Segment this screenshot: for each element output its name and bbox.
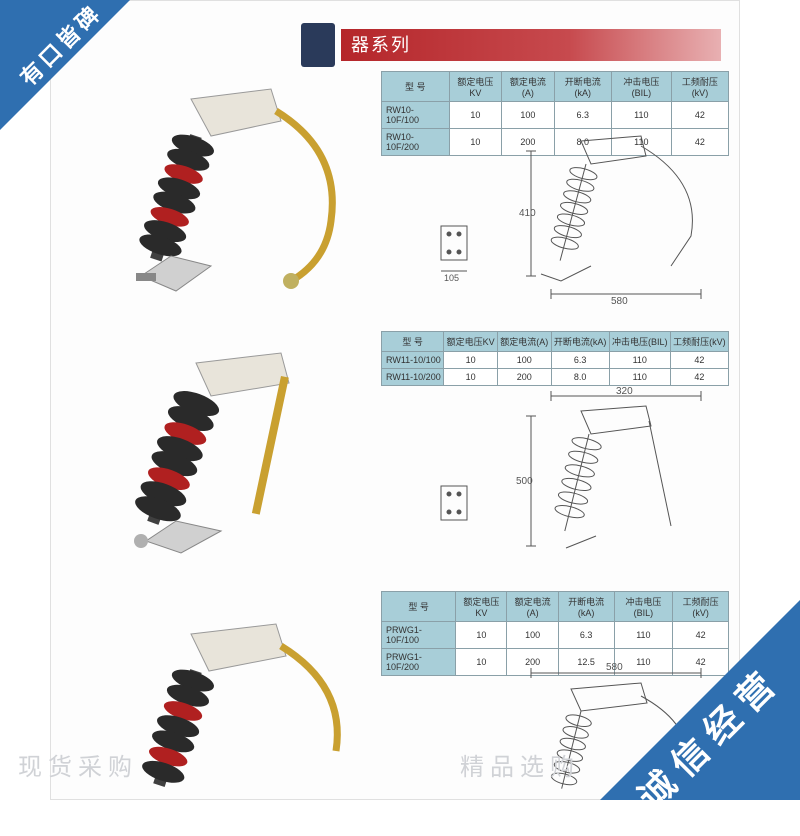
th-bil: 冲击电压(BIL) [611, 72, 671, 102]
dimension-diagram-1: 410 580 105 [381, 126, 729, 306]
dim-width: 580 [611, 296, 628, 306]
badge-bottom-right: 诚信经营 [600, 600, 800, 800]
dim-width: 320 [616, 386, 633, 397]
th-kv: 额定电压KV [449, 72, 502, 102]
th-a: 额定电流(A) [502, 72, 555, 102]
th-wp: 工频耐压(kV) [671, 72, 728, 102]
product-photo-3 [81, 601, 381, 836]
watermark-bottom-left: 现货采购 [18, 747, 138, 782]
badge-top-left: 有口皆碑 [0, 0, 130, 130]
dim-depth: 105 [444, 273, 459, 283]
dim-height: 410 [519, 208, 536, 219]
table-row: RW11-10/100 10 100 6.3 110 42 [382, 352, 729, 369]
dimension-diagram-2: 320 500 [381, 386, 729, 566]
product-section-2: 型 号 额定电压KV 额定电流(A) 开断电流(kA) 冲击电压(BIL) 工频… [51, 331, 739, 581]
spec-table-2: 型 号 额定电压KV 额定电流(A) 开断电流(kA) 冲击电压(BIL) 工频… [381, 331, 729, 386]
product-section-1: 型 号 额定电压KV 额定电流(A) 开断电流(kA) 冲击电压(BIL) 工频… [51, 71, 739, 321]
dim-height: 500 [516, 476, 533, 487]
watermark-bottom-right: 精品选购 [460, 747, 580, 782]
product-photo-2 [81, 341, 381, 576]
table-row: RW10-10F/100 10 100 6.3 110 42 [382, 102, 729, 129]
th-model: 型 号 [382, 72, 450, 102]
table-row: RW11-10/200 10 200 8.0 110 42 [382, 369, 729, 386]
header-logo [301, 23, 335, 67]
header-title: 器系列 [351, 35, 411, 55]
header-title-bar: 器系列 [341, 29, 721, 61]
th-ka: 开断电流(kA) [554, 72, 611, 102]
